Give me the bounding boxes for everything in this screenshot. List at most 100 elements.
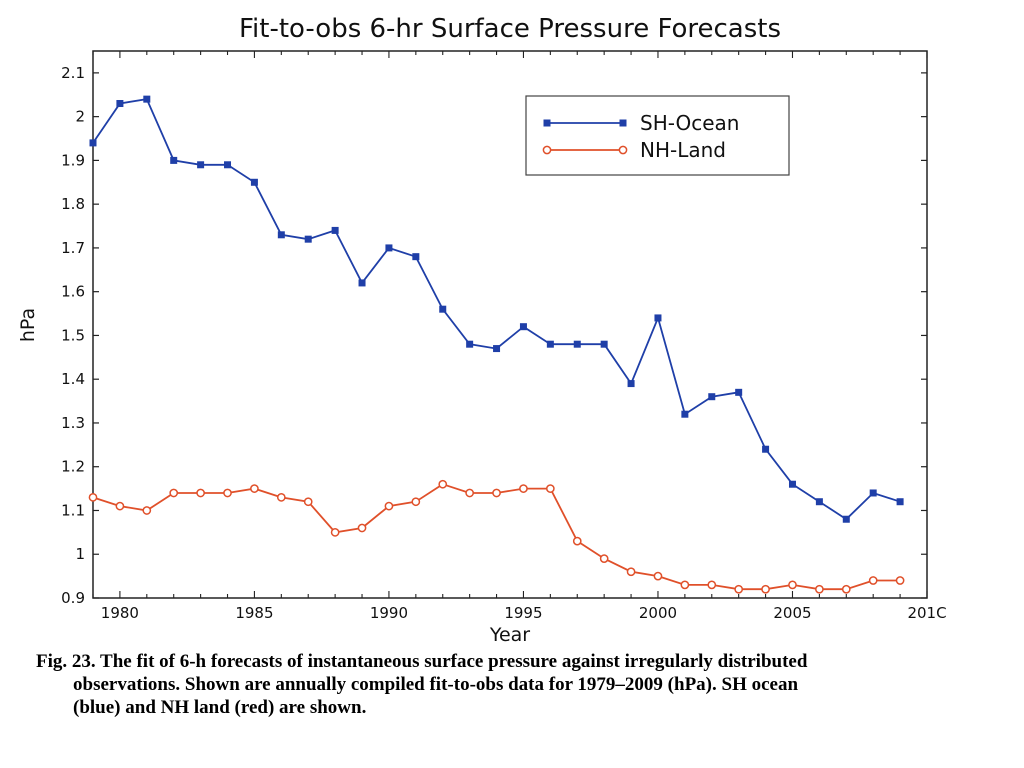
y-axis-label: hPa <box>17 308 39 342</box>
data-point-nh-land <box>815 584 824 594</box>
series-layer <box>88 95 905 594</box>
x-tick-label: 201C <box>907 604 946 622</box>
data-point-sh-ocean <box>412 253 420 261</box>
data-point-nh-land <box>734 584 744 594</box>
data-point-nh-land <box>680 580 690 590</box>
data-point-sh-ocean <box>627 380 635 388</box>
data-point-nh-land <box>895 576 905 585</box>
data-point-sh-ocean <box>89 139 97 147</box>
data-point-sh-ocean <box>143 95 151 103</box>
y-tick-label: 1.6 <box>61 283 85 301</box>
data-point-nh-land <box>572 536 582 546</box>
x-axis-label: Year <box>489 624 530 646</box>
data-point-nh-land <box>411 497 421 507</box>
data-point-sh-ocean <box>197 161 205 169</box>
y-tick-label: 1.5 <box>61 326 85 344</box>
data-point-nh-land <box>599 554 609 563</box>
x-tick-label: 1995 <box>504 604 542 622</box>
legend-marker-square <box>619 119 627 127</box>
data-point-nh-land <box>465 488 474 498</box>
data-point-sh-ocean <box>250 178 258 186</box>
y-tick-label: 1 <box>75 545 85 563</box>
data-point-nh-land <box>169 488 179 498</box>
data-point-sh-ocean <box>842 515 850 523</box>
plot-frame <box>92 50 928 599</box>
data-point-nh-land <box>384 501 394 511</box>
legend-label-nh-land: NH-Land <box>640 138 726 162</box>
data-point-nh-land <box>546 484 555 493</box>
chart-svg: Fit-to-obs 6-hr Surface Pressure Forecas… <box>17 14 947 646</box>
data-point-nh-land <box>519 484 528 493</box>
data-point-sh-ocean <box>304 235 312 243</box>
chart-title: Fit-to-obs 6-hr Surface Pressure Forecas… <box>239 14 781 44</box>
data-point-sh-ocean <box>708 393 716 401</box>
x-tick-label: 1985 <box>235 604 273 622</box>
data-point-sh-ocean <box>815 498 823 506</box>
x-axis: 1980 1985 1990 1995 2000 2005 201C <box>92 51 947 622</box>
caption-line-3: (blue) and NH land (red) are shown. <box>73 697 367 718</box>
data-point-nh-land <box>788 580 797 590</box>
data-point-sh-ocean <box>519 323 527 331</box>
x-tick-label: 1990 <box>370 604 408 622</box>
data-point-sh-ocean <box>385 244 393 252</box>
y-tick-label: 1.1 <box>61 501 85 519</box>
y-tick-label: 1.9 <box>61 151 85 169</box>
caption-line-1: Fig. 23. The fit of 6-h forecasts of ins… <box>36 651 808 672</box>
data-point-nh-land <box>653 571 663 581</box>
data-point-nh-land <box>626 567 636 577</box>
legend-box <box>525 95 790 176</box>
y-axis: 0.9 1 1.1 1.2 1.3 1.4 1.5 1.6 1.7 1.8 1.9 2 2.1 <box>61 64 927 607</box>
data-point-sh-ocean <box>224 161 232 169</box>
data-point-nh-land <box>196 488 205 498</box>
data-point-nh-land <box>330 528 340 537</box>
caption-line-2: observations. Shown are annually compile… <box>73 674 799 695</box>
data-point-nh-land <box>492 488 501 498</box>
chart-figure: Fit-to-obs 6-hr Surface Pressure Forecas… <box>17 14 947 646</box>
legend-label-sh-ocean: SH-Ocean <box>640 111 739 135</box>
y-tick-label: 1.7 <box>61 239 85 257</box>
data-point-sh-ocean <box>654 314 662 322</box>
data-point-sh-ocean <box>681 410 689 418</box>
data-point-sh-ocean <box>493 345 501 353</box>
data-point-nh-land <box>142 506 152 515</box>
data-point-nh-land <box>707 580 717 590</box>
x-tick-label: 2005 <box>773 604 811 622</box>
data-point-nh-land <box>841 584 851 594</box>
x-tick-label: 1980 <box>101 604 139 622</box>
data-point-nh-land <box>276 493 286 502</box>
data-point-sh-ocean <box>439 305 447 313</box>
x-tick-label: 2000 <box>639 604 677 622</box>
data-point-nh-land <box>303 497 313 507</box>
data-point-nh-land <box>250 484 259 493</box>
data-point-sh-ocean <box>546 340 554 348</box>
data-point-sh-ocean <box>735 388 743 396</box>
y-tick-label: 2.1 <box>61 64 85 82</box>
legend-marker-circle <box>542 145 552 155</box>
y-tick-label: 1.8 <box>61 195 85 213</box>
data-point-sh-ocean <box>573 340 581 348</box>
data-point-sh-ocean <box>600 340 608 348</box>
y-tick-label: 1.2 <box>61 458 85 476</box>
figure-caption: Fig. 23. The fit of 6-h forecasts of ins… <box>36 650 996 719</box>
data-point-sh-ocean <box>116 100 124 108</box>
data-point-sh-ocean <box>331 226 339 234</box>
data-point-nh-land <box>88 493 98 502</box>
data-point-nh-land <box>438 479 448 489</box>
y-tick-label: 0.9 <box>61 589 85 607</box>
data-point-sh-ocean <box>466 340 474 348</box>
series-line-nh-land <box>92 483 901 591</box>
legend: SH-Ocean NH-Land <box>525 95 790 176</box>
data-point-sh-ocean <box>170 156 178 164</box>
legend-marker-square <box>543 119 551 127</box>
data-point-nh-land <box>761 584 770 594</box>
data-point-sh-ocean <box>896 498 904 506</box>
data-point-nh-land <box>868 576 878 585</box>
data-point-nh-land <box>115 501 125 511</box>
y-tick-label: 2 <box>75 108 85 126</box>
data-point-sh-ocean <box>762 445 770 453</box>
y-tick-label: 1.3 <box>61 414 85 432</box>
data-point-nh-land <box>223 488 232 498</box>
y-tick-label: 1.4 <box>61 370 85 388</box>
data-point-sh-ocean <box>358 279 366 287</box>
data-point-sh-ocean <box>788 480 796 488</box>
